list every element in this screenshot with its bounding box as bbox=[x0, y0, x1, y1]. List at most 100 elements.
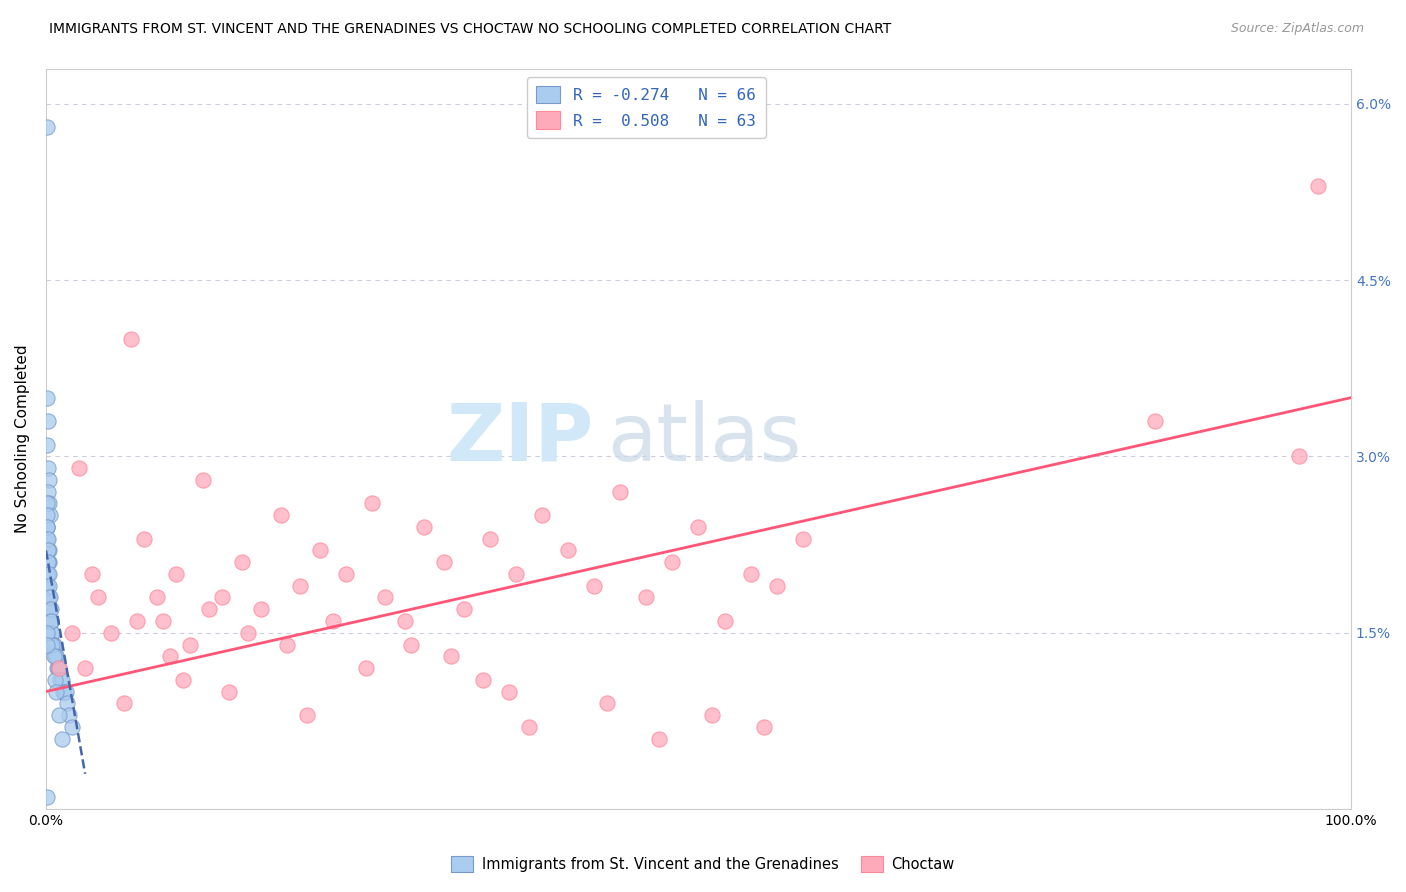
Point bbox=[56, 696, 79, 710]
Point bbox=[218, 684, 240, 698]
Point bbox=[146, 591, 169, 605]
Point bbox=[55, 684, 77, 698]
Point bbox=[35, 625, 58, 640]
Point bbox=[42, 649, 65, 664]
Point bbox=[354, 661, 377, 675]
Point bbox=[37, 391, 59, 405]
Point bbox=[51, 673, 73, 687]
Point bbox=[42, 638, 65, 652]
Point bbox=[45, 649, 67, 664]
Point bbox=[48, 708, 70, 723]
Point bbox=[636, 591, 658, 605]
Point bbox=[87, 591, 110, 605]
Point bbox=[309, 543, 332, 558]
Point bbox=[80, 566, 103, 581]
Point bbox=[166, 566, 188, 581]
Point bbox=[37, 790, 59, 805]
Point bbox=[39, 614, 62, 628]
Point bbox=[35, 532, 58, 546]
Point bbox=[688, 520, 710, 534]
Text: IMMIGRANTS FROM ST. VINCENT AND THE GRENADINES VS CHOCTAW NO SCHOOLING COMPLETED: IMMIGRANTS FROM ST. VINCENT AND THE GREN… bbox=[49, 22, 891, 37]
Point bbox=[37, 532, 59, 546]
Point bbox=[765, 579, 787, 593]
Point bbox=[45, 684, 67, 698]
Point bbox=[58, 708, 80, 723]
Point bbox=[530, 508, 553, 523]
Point bbox=[498, 684, 520, 698]
Point bbox=[100, 625, 122, 640]
Text: ZIP: ZIP bbox=[447, 400, 595, 478]
Point bbox=[211, 591, 233, 605]
Point bbox=[439, 649, 461, 664]
Point bbox=[792, 532, 814, 546]
Point bbox=[38, 602, 60, 616]
Point bbox=[37, 414, 59, 428]
Point bbox=[52, 684, 75, 698]
Point bbox=[37, 579, 59, 593]
Point bbox=[238, 625, 260, 640]
Point bbox=[472, 673, 495, 687]
Point bbox=[60, 720, 83, 734]
Point bbox=[478, 532, 501, 546]
Point bbox=[39, 614, 62, 628]
Point bbox=[740, 566, 762, 581]
Point bbox=[39, 602, 62, 616]
Legend: R = -0.274   N = 66, R =  0.508   N = 63: R = -0.274 N = 66, R = 0.508 N = 63 bbox=[527, 77, 766, 138]
Point bbox=[290, 579, 312, 593]
Point bbox=[38, 602, 60, 616]
Point bbox=[127, 614, 149, 628]
Point bbox=[557, 543, 579, 558]
Point bbox=[583, 579, 606, 593]
Point bbox=[37, 566, 59, 581]
Point bbox=[46, 661, 69, 675]
Point bbox=[44, 649, 66, 664]
Point bbox=[270, 508, 292, 523]
Point bbox=[35, 120, 58, 135]
Point bbox=[42, 638, 65, 652]
Point bbox=[231, 555, 253, 569]
Point bbox=[700, 708, 723, 723]
Point bbox=[120, 332, 142, 346]
Point bbox=[38, 555, 60, 569]
Point bbox=[1288, 450, 1310, 464]
Point bbox=[35, 638, 58, 652]
Point bbox=[35, 438, 58, 452]
Point bbox=[198, 602, 221, 616]
Point bbox=[37, 532, 59, 546]
Point bbox=[35, 566, 58, 581]
Point bbox=[752, 720, 775, 734]
Point bbox=[159, 649, 181, 664]
Point bbox=[51, 731, 73, 746]
Point bbox=[433, 555, 456, 569]
Point bbox=[53, 684, 76, 698]
Point bbox=[39, 614, 62, 628]
Point bbox=[41, 625, 63, 640]
Point bbox=[41, 638, 63, 652]
Point bbox=[276, 638, 298, 652]
Point bbox=[37, 591, 59, 605]
Point bbox=[37, 461, 59, 475]
Point bbox=[38, 591, 60, 605]
Point bbox=[179, 638, 201, 652]
Point bbox=[75, 661, 97, 675]
Y-axis label: No Schooling Completed: No Schooling Completed bbox=[15, 344, 30, 533]
Point bbox=[38, 496, 60, 510]
Point bbox=[48, 661, 70, 675]
Point bbox=[38, 566, 60, 581]
Point bbox=[713, 614, 735, 628]
Point bbox=[38, 508, 60, 523]
Text: atlas: atlas bbox=[607, 400, 801, 478]
Point bbox=[41, 625, 63, 640]
Point bbox=[37, 555, 59, 569]
Point bbox=[517, 720, 540, 734]
Point bbox=[335, 566, 357, 581]
Point bbox=[394, 614, 416, 628]
Point bbox=[648, 731, 671, 746]
Point bbox=[413, 520, 436, 534]
Point bbox=[453, 602, 475, 616]
Point bbox=[401, 638, 423, 652]
Text: Source: ZipAtlas.com: Source: ZipAtlas.com bbox=[1230, 22, 1364, 36]
Point bbox=[45, 649, 67, 664]
Point bbox=[60, 625, 83, 640]
Point bbox=[172, 673, 194, 687]
